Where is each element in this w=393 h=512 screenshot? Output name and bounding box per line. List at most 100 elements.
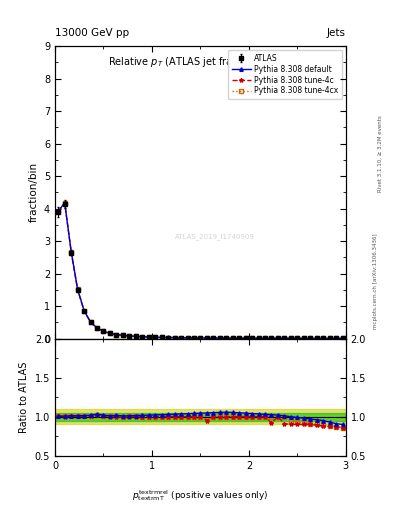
- Pythia 8.308 tune-4c: [321, 335, 326, 342]
- Pythia 8.308 tune-4c: [295, 335, 300, 342]
- Pythia 8.308 tune-4c: [230, 335, 235, 341]
- Pythia 8.308 default: [224, 335, 229, 341]
- Pythia 8.308 tune-4cx: [205, 335, 209, 341]
- Pythia 8.308 tune-4c: [282, 335, 287, 342]
- Line: Pythia 8.308 default: Pythia 8.308 default: [57, 201, 344, 340]
- Pythia 8.308 default: [263, 335, 268, 342]
- Pythia 8.308 tune-4cx: [133, 333, 138, 339]
- Pythia 8.308 tune-4c: [172, 334, 177, 340]
- Pythia 8.308 tune-4c: [82, 308, 86, 314]
- Pythia 8.308 default: [114, 331, 119, 337]
- Pythia 8.308 tune-4cx: [243, 335, 248, 342]
- Pythia 8.308 tune-4cx: [288, 335, 293, 342]
- Pythia 8.308 tune-4cx: [269, 335, 274, 342]
- Pythia 8.308 tune-4cx: [217, 335, 222, 341]
- Pythia 8.308 tune-4cx: [140, 334, 145, 340]
- Pythia 8.308 tune-4c: [288, 335, 293, 342]
- Text: $p_\mathrm{textrm{T}}^{\mathrm{textrm{rel}}}$ (positive values only): $p_\mathrm{textrm{T}}^{\mathrm{textrm{re…: [132, 488, 268, 503]
- Line: Pythia 8.308 tune-4c: Pythia 8.308 tune-4c: [56, 201, 345, 340]
- Pythia 8.308 default: [121, 332, 125, 338]
- Pythia 8.308 default: [191, 335, 196, 341]
- Text: mcplots.cern.ch [arXiv:1306.3436]: mcplots.cern.ch [arXiv:1306.3436]: [373, 234, 378, 329]
- Y-axis label: Ratio to ATLAS: Ratio to ATLAS: [19, 361, 29, 433]
- Pythia 8.308 tune-4cx: [114, 331, 119, 337]
- Pythia 8.308 tune-4cx: [147, 334, 151, 340]
- Pythia 8.308 default: [308, 335, 312, 342]
- Pythia 8.308 tune-4cx: [334, 335, 338, 342]
- Pythia 8.308 tune-4cx: [191, 335, 196, 341]
- Pythia 8.308 default: [153, 334, 158, 340]
- Text: ATLAS_2019_I1740909: ATLAS_2019_I1740909: [175, 233, 255, 240]
- Pythia 8.308 default: [172, 334, 177, 340]
- Pythia 8.308 tune-4cx: [321, 335, 326, 342]
- Pythia 8.308 tune-4c: [166, 334, 171, 340]
- Pythia 8.308 tune-4c: [121, 332, 125, 338]
- Pythia 8.308 tune-4c: [301, 335, 306, 342]
- Pythia 8.308 default: [101, 328, 106, 334]
- Text: Jets: Jets: [327, 28, 346, 38]
- Pythia 8.308 tune-4c: [327, 335, 332, 342]
- Pythia 8.308 tune-4c: [314, 335, 319, 342]
- Pythia 8.308 tune-4cx: [295, 335, 300, 342]
- Pythia 8.308 default: [205, 335, 209, 341]
- Pythia 8.308 tune-4cx: [127, 333, 132, 339]
- Pythia 8.308 default: [321, 335, 326, 342]
- Pythia 8.308 tune-4cx: [179, 335, 184, 341]
- Pythia 8.308 tune-4c: [250, 335, 254, 342]
- Pythia 8.308 default: [133, 333, 138, 339]
- Pythia 8.308 tune-4c: [334, 335, 338, 342]
- Pythia 8.308 tune-4c: [69, 249, 73, 255]
- Pythia 8.308 tune-4c: [211, 335, 216, 341]
- Pythia 8.308 tune-4c: [340, 335, 345, 342]
- Pythia 8.308 tune-4c: [108, 330, 112, 336]
- Pythia 8.308 tune-4c: [159, 334, 164, 340]
- Pythia 8.308 default: [340, 335, 345, 342]
- Pythia 8.308 tune-4cx: [75, 286, 80, 292]
- Pythia 8.308 default: [230, 335, 235, 341]
- Pythia 8.308 tune-4cx: [282, 335, 287, 342]
- Pythia 8.308 tune-4cx: [88, 319, 93, 325]
- Pythia 8.308 tune-4cx: [211, 335, 216, 341]
- Pythia 8.308 tune-4cx: [327, 335, 332, 342]
- Pythia 8.308 default: [159, 334, 164, 340]
- Pythia 8.308 tune-4cx: [224, 335, 229, 341]
- Pythia 8.308 tune-4c: [263, 335, 268, 342]
- Pythia 8.308 tune-4c: [114, 331, 119, 337]
- Pythia 8.308 default: [127, 333, 132, 339]
- Pythia 8.308 tune-4cx: [56, 208, 61, 215]
- Pythia 8.308 tune-4cx: [198, 335, 203, 341]
- Pythia 8.308 default: [269, 335, 274, 342]
- Pythia 8.308 default: [217, 335, 222, 341]
- Pythia 8.308 default: [250, 335, 254, 342]
- Pythia 8.308 tune-4cx: [230, 335, 235, 341]
- Pythia 8.308 default: [166, 334, 171, 340]
- Pythia 8.308 tune-4cx: [340, 335, 345, 342]
- Pythia 8.308 tune-4c: [185, 335, 190, 341]
- Pythia 8.308 tune-4c: [153, 334, 158, 340]
- Pythia 8.308 default: [295, 335, 300, 342]
- Pythia 8.308 tune-4cx: [250, 335, 254, 342]
- Pythia 8.308 tune-4c: [88, 319, 93, 325]
- Pythia 8.308 tune-4cx: [301, 335, 306, 342]
- Pythia 8.308 default: [62, 200, 67, 206]
- Pythia 8.308 default: [179, 335, 184, 341]
- Pythia 8.308 tune-4cx: [172, 334, 177, 340]
- Pythia 8.308 tune-4cx: [314, 335, 319, 342]
- Pythia 8.308 tune-4c: [256, 335, 261, 342]
- Pythia 8.308 default: [282, 335, 287, 342]
- Pythia 8.308 default: [314, 335, 319, 342]
- Text: Relative $p_T$ (ATLAS jet fragmentation): Relative $p_T$ (ATLAS jet fragmentation): [108, 55, 293, 69]
- Pythia 8.308 tune-4c: [275, 335, 280, 342]
- Pythia 8.308 tune-4cx: [237, 335, 242, 341]
- Pythia 8.308 default: [301, 335, 306, 342]
- Pythia 8.308 tune-4c: [308, 335, 312, 342]
- Pythia 8.308 default: [327, 335, 332, 342]
- Pythia 8.308 tune-4cx: [153, 334, 158, 340]
- Pythia 8.308 tune-4cx: [95, 325, 99, 331]
- Pythia 8.308 tune-4cx: [166, 334, 171, 340]
- Pythia 8.308 tune-4cx: [256, 335, 261, 342]
- Pythia 8.308 default: [237, 335, 242, 341]
- Pythia 8.308 default: [75, 286, 80, 292]
- Legend: ATLAS, Pythia 8.308 default, Pythia 8.308 tune-4c, Pythia 8.308 tune-4cx: ATLAS, Pythia 8.308 default, Pythia 8.30…: [228, 50, 342, 99]
- Pythia 8.308 tune-4cx: [185, 335, 190, 341]
